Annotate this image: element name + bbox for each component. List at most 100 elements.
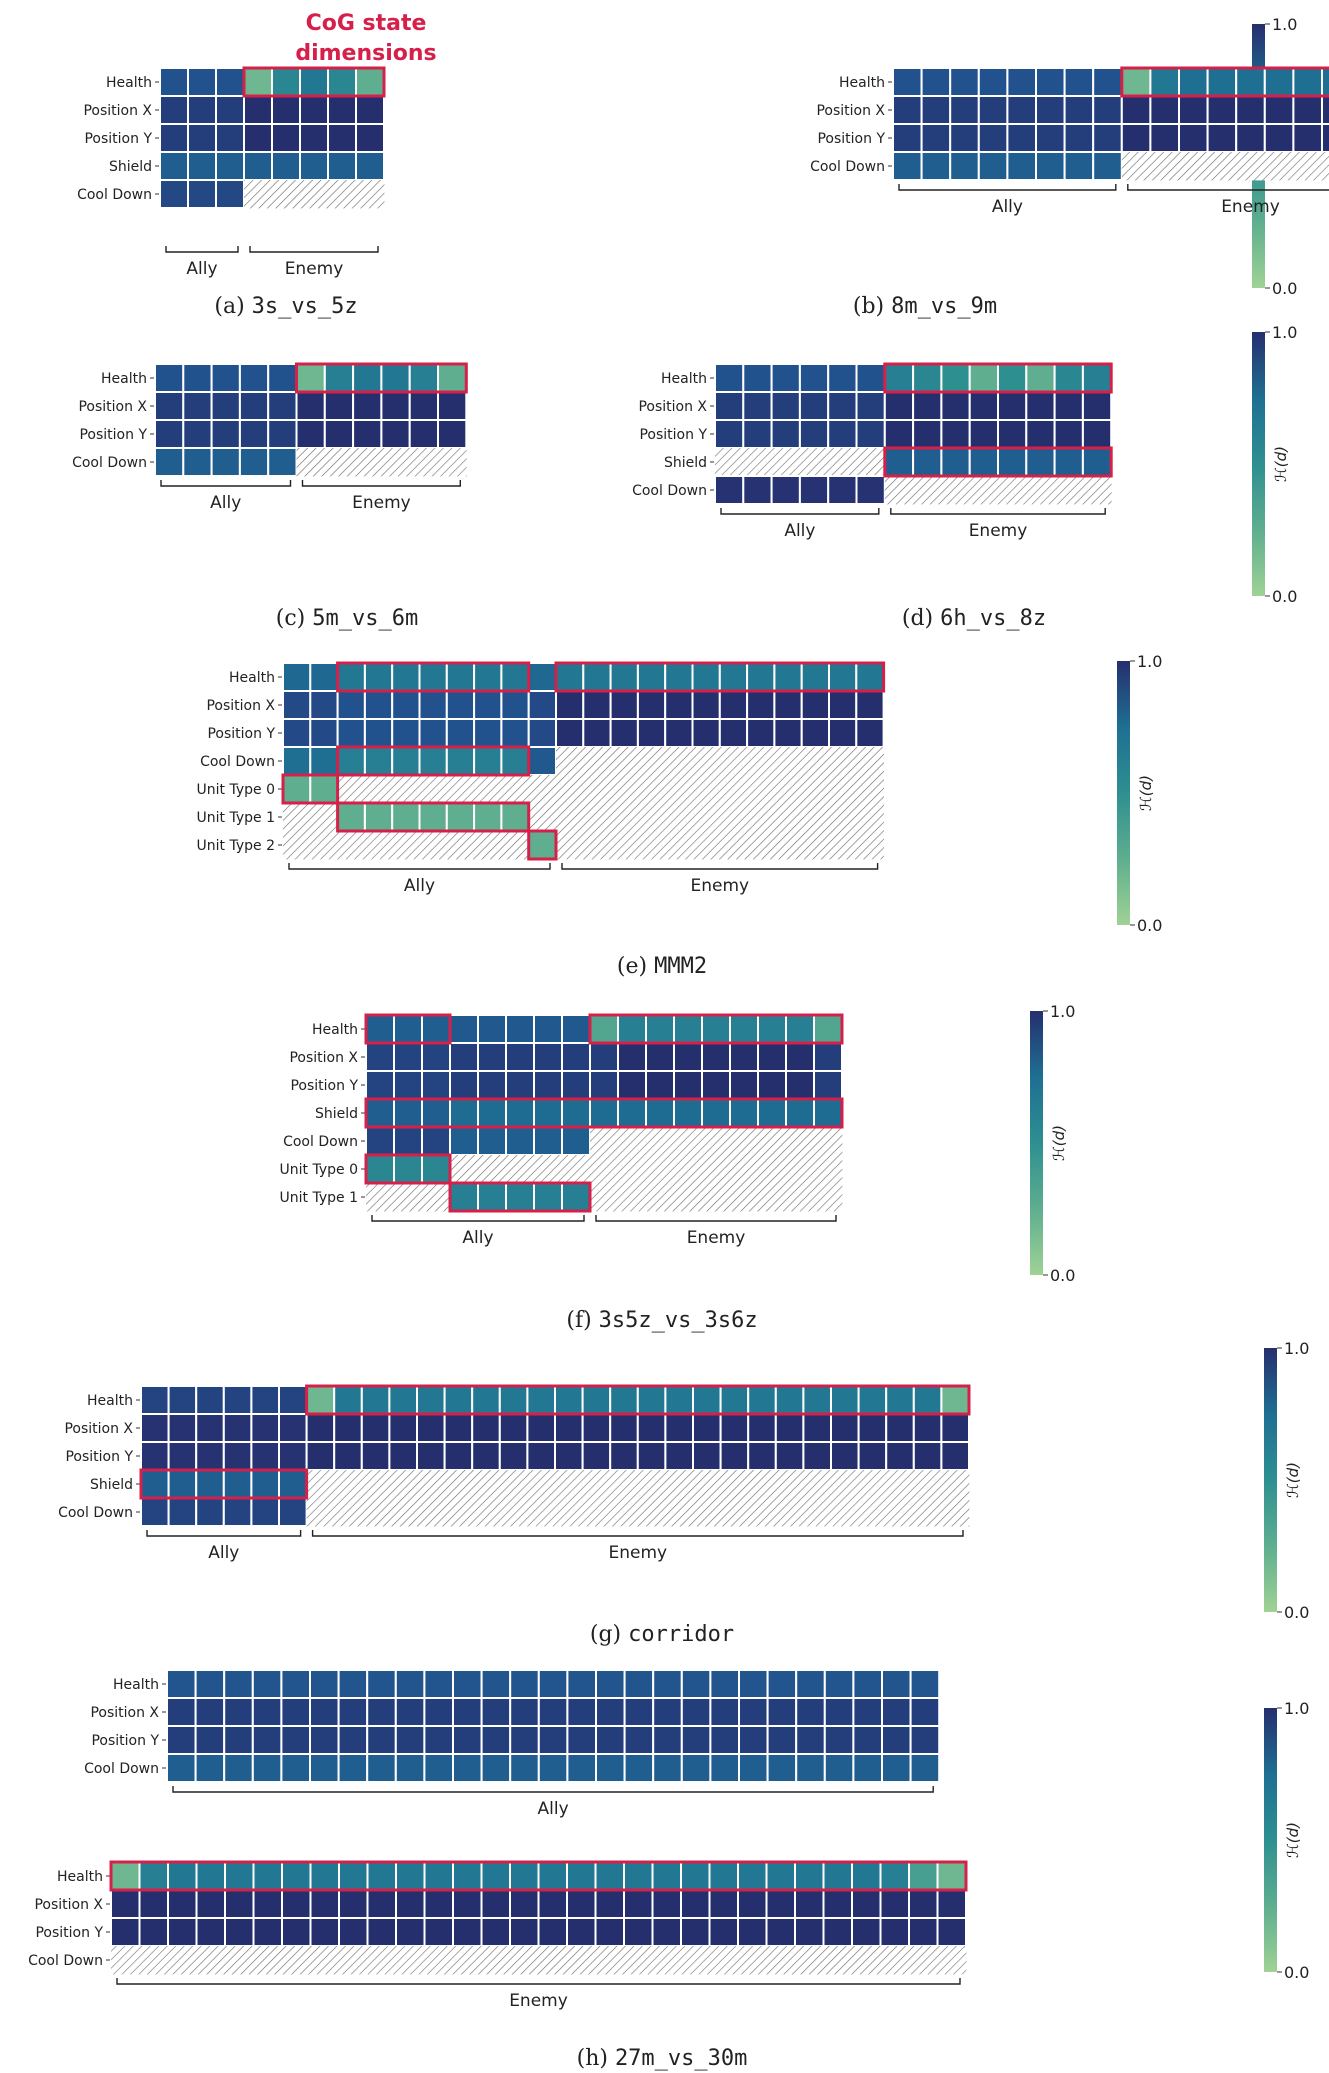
heatmap-cell — [336, 802, 366, 832]
heatmap-cell — [278, 1441, 308, 1471]
heatmap-cell — [395, 1861, 426, 1891]
heatmap-cell — [757, 1070, 787, 1100]
heatmap-cell — [418, 690, 448, 720]
heatmap-cell — [480, 1669, 512, 1699]
heatmap-cell — [210, 363, 241, 393]
hatched-cell — [394, 1183, 423, 1212]
heatmap-cell — [195, 1441, 225, 1471]
hatched-cell — [1264, 152, 1294, 181]
hatched-cell — [1179, 152, 1208, 181]
hatched-cell — [886, 1470, 915, 1499]
heatmap-cell — [327, 67, 357, 97]
heatmap-cell — [505, 1014, 535, 1044]
heatmap-cell — [912, 1413, 943, 1443]
heatmap-cell — [423, 1669, 454, 1699]
hatched-cell — [852, 1946, 881, 1975]
heatmap-cell — [795, 1753, 826, 1783]
heatmap-cell — [738, 1669, 769, 1699]
row-label: Position X — [816, 103, 885, 119]
heatmap-cell — [742, 363, 773, 393]
hatched-cell — [856, 803, 884, 832]
heatmap-cell — [798, 475, 830, 505]
heatmap-cell — [527, 690, 558, 720]
heatmap-cell — [581, 1385, 612, 1415]
hatched-cell — [758, 1155, 787, 1184]
hatched-cell — [775, 1470, 804, 1499]
hatched-cell — [637, 747, 666, 776]
row-label: Position X — [90, 1705, 159, 1721]
heatmap-cell — [773, 718, 803, 748]
heatmap-cell — [742, 391, 773, 421]
heatmap-cell — [997, 447, 1028, 477]
row-label: Unit Type 1 — [280, 1190, 358, 1206]
heatmap-cell — [830, 1385, 860, 1415]
heatmap-cell — [554, 1413, 584, 1443]
hatched-cell — [637, 1470, 666, 1499]
heatmap-cell — [714, 475, 745, 505]
row-label: Position X — [64, 1421, 133, 1437]
hatched-cell — [702, 1155, 731, 1184]
heatmap-cell — [167, 1441, 198, 1471]
heatmap-cell — [393, 1014, 423, 1044]
heatmap-cell — [827, 391, 858, 421]
heatmap-cell — [664, 662, 694, 692]
heatmap-cell — [537, 1697, 569, 1727]
highlight-box — [336, 745, 531, 777]
heatmap-cell — [423, 1753, 454, 1783]
group-bracket — [595, 1215, 837, 1222]
hatched-cell — [665, 775, 693, 804]
hatched-cell — [801, 775, 830, 804]
heatmap-cell — [719, 1385, 750, 1415]
hatched-cell — [283, 803, 311, 832]
row-label: Unit Type 0 — [197, 782, 275, 798]
heatmap-cell — [305, 1385, 336, 1415]
heatmap-cell — [187, 179, 217, 209]
heatmap-cell — [827, 475, 858, 505]
hatched-cell — [913, 1470, 942, 1499]
heatmap-cell — [708, 1917, 739, 1947]
colorbar: 1.0 0.0 ℋ(d) — [1252, 323, 1297, 606]
group-bracket — [301, 480, 461, 487]
row-label: Shield — [315, 1106, 358, 1122]
group-label: Ally — [538, 1799, 569, 1819]
heatmap-cell — [365, 1098, 395, 1128]
heatmap-cell — [154, 363, 185, 393]
heatmap-cell — [561, 1126, 591, 1156]
heatmap-cell — [380, 391, 411, 421]
hatched-cell — [474, 775, 502, 804]
hatched-cell — [637, 803, 666, 832]
heatmap-cell — [1206, 67, 1238, 97]
heatmap-cell — [766, 1725, 798, 1755]
heatmap-cell — [912, 1441, 943, 1471]
heatmap-cell — [278, 1497, 308, 1527]
heatmap-cell — [594, 1861, 625, 1891]
row-label: Cool Down — [72, 455, 147, 471]
heatmap-cell — [250, 1469, 280, 1499]
heatmap-cell — [140, 1469, 170, 1499]
heatmap-cell — [309, 690, 339, 720]
colorbar-max: 1.0 — [1137, 652, 1162, 671]
heatmap-cell — [997, 419, 1028, 449]
heatmap-cell — [909, 1669, 941, 1699]
heatmap-cell — [182, 419, 213, 449]
hatched-cell — [501, 775, 530, 804]
heatmap-cell — [708, 1889, 739, 1919]
heatmap-cell — [701, 1098, 731, 1128]
hatched-cell — [747, 831, 775, 860]
heatmap-cell — [477, 1182, 507, 1212]
heatmap-cell — [729, 1098, 759, 1128]
panel-g: Health Position X Position Y Shield Cool Dow… — [58, 1339, 1309, 1647]
heatmap-cell — [393, 1154, 423, 1184]
heatmap-cell — [823, 1669, 855, 1699]
heatmap-cell — [299, 123, 329, 153]
hatched-cell — [856, 775, 884, 804]
heatmap-cell — [365, 1154, 395, 1184]
heatmap-cell — [1063, 151, 1095, 181]
heatmap-cell — [388, 1385, 418, 1415]
row-label: Cool Down — [200, 754, 275, 770]
heatmap-cell — [140, 1441, 170, 1471]
hatched-cell — [366, 1183, 395, 1212]
heatmap-cell — [827, 363, 858, 393]
heatmap-cell — [421, 1098, 451, 1128]
hatched-cell — [913, 1498, 942, 1527]
